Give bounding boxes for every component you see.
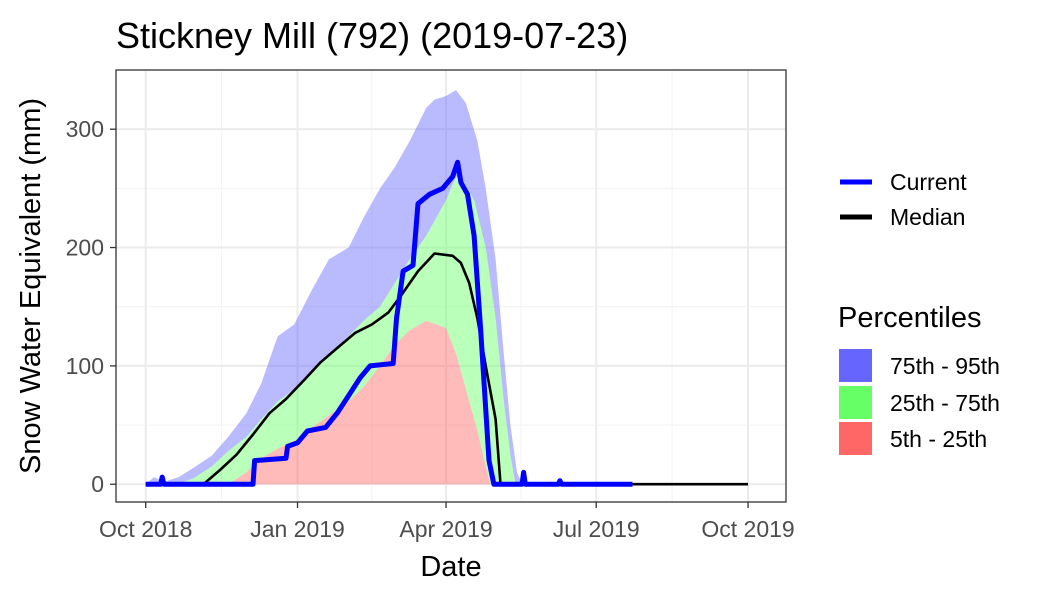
x-axis: Oct 2018 Jan 2019 Apr 2019 Jul 2019 Oct 2019 — [99, 502, 795, 542]
series-line-current — [145, 159, 633, 487]
legend-75-95-label: 75th - 95th — [890, 353, 1000, 379]
series-lines — [145, 159, 748, 487]
legend-25-75-label: 25th - 75th — [890, 390, 1000, 416]
x-tick-label: Apr 2019 — [399, 516, 492, 542]
x-tick-label: Jul 2019 — [553, 516, 640, 542]
legend: Current Median Percentiles 75th - 95th 2… — [838, 169, 1000, 455]
legend-25-75-swatch — [839, 386, 872, 419]
x-tick-label: Jan 2019 — [250, 516, 345, 542]
legend-5-25-swatch — [839, 422, 872, 455]
band-25-75 — [145, 176, 516, 485]
y-tick-label: 100 — [66, 353, 104, 379]
y-tick-label: 200 — [66, 235, 104, 261]
y-tick-label: 300 — [66, 116, 104, 142]
x-tick-label: Oct 2019 — [701, 516, 794, 542]
legend-5-25-label: 5th - 25th — [890, 426, 987, 452]
band-5-25 — [145, 320, 491, 485]
legend-75-95-swatch — [839, 349, 872, 382]
chart-title: Stickney Mill (792) (2019-07-23) — [116, 15, 628, 56]
y-axis-title: Snow Water Equivalent (mm) — [15, 98, 47, 474]
legend-current-label: Current — [890, 169, 967, 195]
legend-percentiles-title: Percentiles — [838, 302, 981, 334]
y-tick-label: 0 — [91, 471, 104, 497]
plot-panel — [116, 70, 786, 502]
percentile-bands — [145, 90, 522, 485]
x-tick-label: Oct 2018 — [99, 516, 192, 542]
x-axis-title: Date — [420, 551, 481, 583]
y-axis: 0 100 200 300 — [66, 116, 116, 497]
band-75-95 — [145, 90, 522, 485]
plot-border — [115, 69, 787, 503]
legend-median-label: Median — [890, 204, 965, 230]
